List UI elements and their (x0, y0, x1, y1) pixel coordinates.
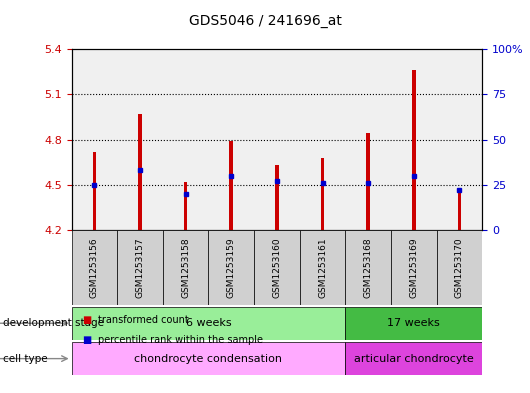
Text: GSM1253161: GSM1253161 (318, 237, 327, 298)
Bar (117, 230, 163, 305)
Text: GSM1253156: GSM1253156 (90, 237, 99, 298)
Text: 6 weeks: 6 weeks (186, 318, 231, 328)
Bar (346, 307, 482, 340)
Bar (138, 114, 142, 230)
Bar (300, 230, 346, 305)
Bar (366, 134, 370, 230)
Text: cell type: cell type (3, 354, 47, 364)
Bar (93, 152, 96, 230)
Text: GSM1253170: GSM1253170 (455, 237, 464, 298)
Text: articular chondrocyte: articular chondrocyte (354, 354, 474, 364)
Bar (346, 230, 391, 305)
Bar (72, 307, 346, 340)
Bar (184, 182, 188, 230)
Text: GDS5046 / 241696_at: GDS5046 / 241696_at (189, 14, 341, 28)
Bar (72, 342, 346, 375)
Bar (163, 230, 208, 305)
Text: 17 weeks: 17 weeks (387, 318, 440, 328)
Bar (321, 158, 324, 230)
Bar (391, 230, 437, 305)
Text: GSM1253169: GSM1253169 (409, 237, 418, 298)
Text: GSM1253159: GSM1253159 (227, 237, 236, 298)
Bar (208, 230, 254, 305)
Bar (72, 230, 117, 305)
Text: GSM1253157: GSM1253157 (136, 237, 145, 298)
Text: ■: ■ (82, 335, 91, 345)
Bar (437, 230, 482, 305)
Text: ■: ■ (82, 315, 91, 325)
Text: GSM1253160: GSM1253160 (272, 237, 281, 298)
Text: GSM1253168: GSM1253168 (364, 237, 373, 298)
Bar (229, 141, 233, 230)
Bar (457, 191, 461, 230)
Bar (275, 165, 279, 230)
Text: percentile rank within the sample: percentile rank within the sample (98, 335, 263, 345)
Text: development stage: development stage (3, 318, 104, 328)
Text: transformed count: transformed count (98, 315, 189, 325)
Bar (254, 230, 300, 305)
Text: chondrocyte condensation: chondrocyte condensation (135, 354, 282, 364)
Bar (346, 342, 482, 375)
Bar (412, 70, 416, 230)
Text: GSM1253158: GSM1253158 (181, 237, 190, 298)
